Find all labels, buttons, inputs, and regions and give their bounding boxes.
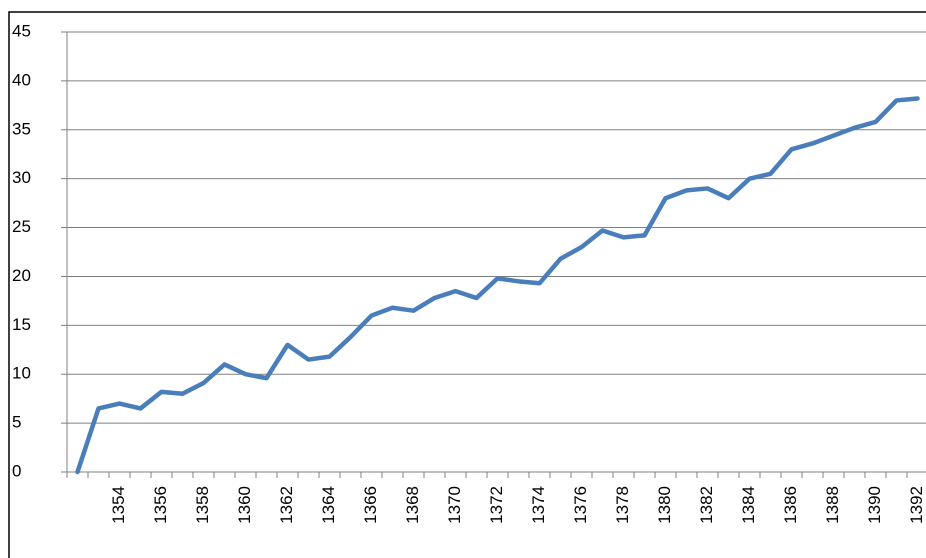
- y-tick-label: 5: [12, 413, 21, 432]
- chart: 0 5 10 15 20 25 30 35 40 45 1354 1356 1358 1360 1362 13…: [0, 0, 926, 558]
- x-tick-label: 1354: [109, 486, 128, 524]
- x-tick-label: 1364: [319, 486, 338, 524]
- x-tick-label: 1384: [739, 486, 758, 524]
- y-tick-label: 40: [12, 70, 31, 89]
- x-tick-label: 1362: [277, 486, 296, 524]
- x-tick-label: 1372: [487, 486, 506, 524]
- x-tick-label: 1374: [529, 486, 548, 524]
- x-tick-label: 1368: [403, 486, 422, 524]
- x-tick-label: 1366: [361, 486, 380, 524]
- x-tick-label: 1376: [571, 486, 590, 524]
- x-tick-label: 1358: [193, 486, 212, 524]
- x-tick-label: 1360: [235, 486, 254, 524]
- x-tick-label: 1378: [613, 486, 632, 524]
- x-tick-label: 1392: [907, 486, 926, 524]
- x-tick-label: 1390: [865, 486, 884, 524]
- y-tick-label: 35: [12, 119, 31, 138]
- x-tick-label: 1386: [781, 486, 800, 524]
- x-tick-label: 1388: [823, 486, 842, 524]
- y-tick-label: 15: [12, 315, 31, 334]
- x-tick-label: 1356: [151, 486, 170, 524]
- chart-frame: [9, 12, 926, 558]
- y-tick-label: 0: [12, 461, 21, 480]
- x-tick-label: 1380: [655, 486, 674, 524]
- y-tick-label: 10: [12, 364, 31, 383]
- y-tick-label: 45: [12, 21, 31, 40]
- y-tick-label: 25: [12, 217, 31, 236]
- x-tick-label: 1382: [697, 486, 716, 524]
- y-tick-label: 20: [12, 266, 31, 285]
- x-tick-label: 1370: [445, 486, 464, 524]
- y-tick-label: 30: [12, 168, 31, 187]
